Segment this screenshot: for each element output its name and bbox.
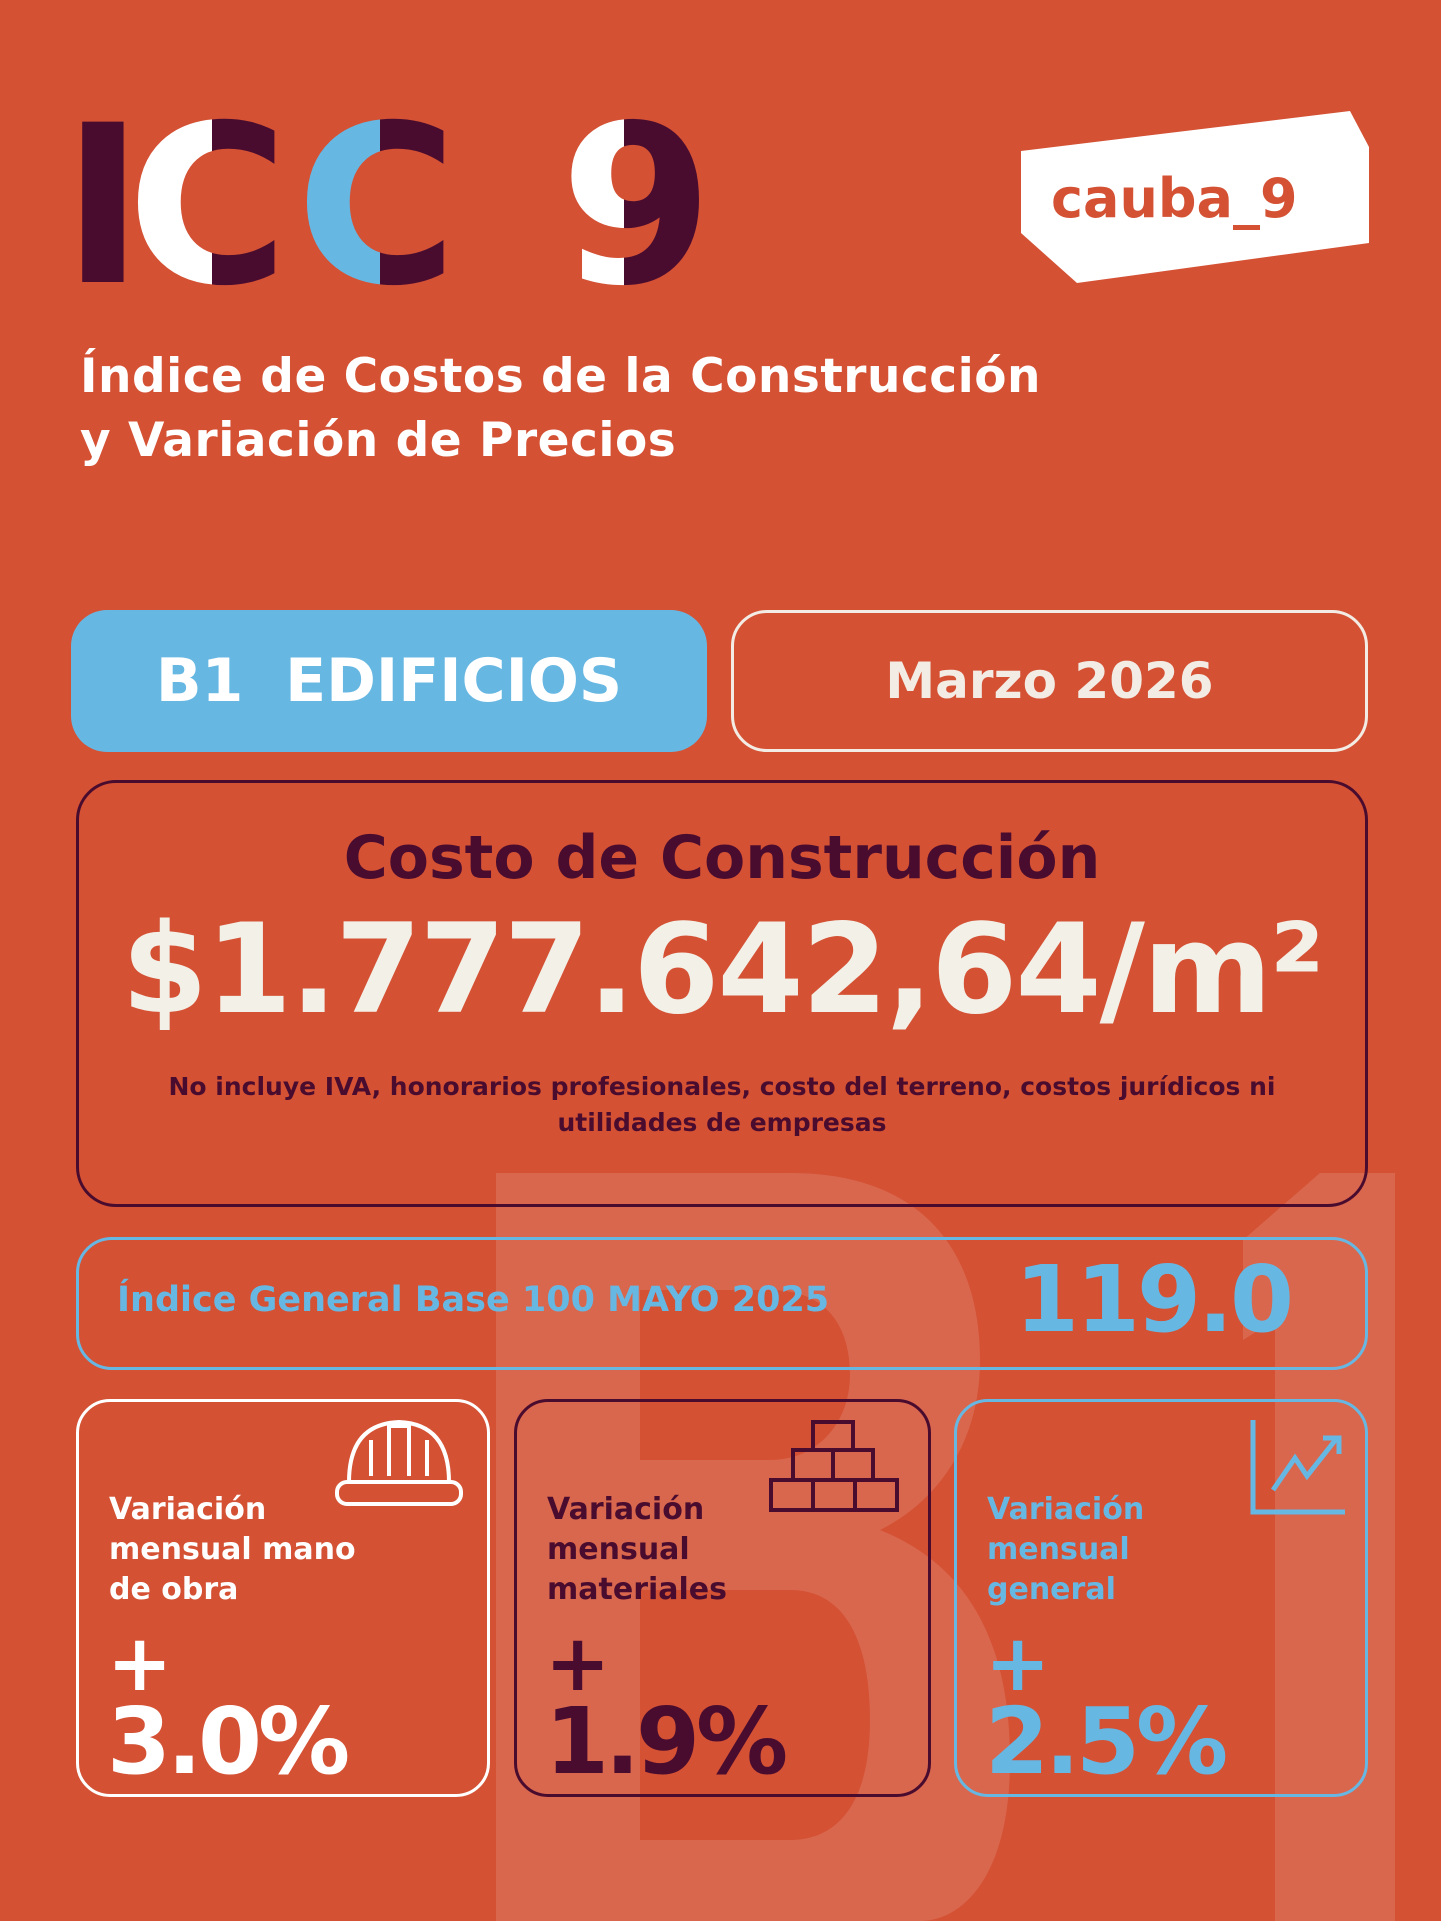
cauba9-logo-text: cauba_9 bbox=[1051, 167, 1298, 230]
icc9-logo-text: ICC_9 bbox=[62, 78, 713, 300]
index-label: Índice General Base 100 MAYO 2025 bbox=[117, 1280, 830, 1320]
card-label: Variación mensual materiales bbox=[547, 1492, 727, 1607]
period-label: Marzo 2026 bbox=[885, 652, 1214, 710]
cost-panel: Costo de Construcción $1.777.642,64/m² N… bbox=[76, 780, 1368, 1207]
trend-chart-icon bbox=[1250, 1420, 1345, 1515]
cauba9-logo: cauba_9 bbox=[1021, 111, 1369, 283]
card-sign: + bbox=[985, 1619, 1051, 1709]
watermark-digit-1 bbox=[1243, 1173, 1395, 1921]
card-sign: + bbox=[107, 1619, 173, 1709]
cost-note: No incluye IVA, honorarios profesionales… bbox=[168, 1072, 1276, 1137]
card-materials-variation: Variación mensual materiales + 1.9% bbox=[514, 1399, 931, 1797]
watermark-letter-b bbox=[496, 1173, 1010, 1921]
card-general-variation: Variación mensual general + 2.5% bbox=[954, 1399, 1368, 1797]
category-badge: B1 EDIFICIOS bbox=[71, 610, 707, 752]
bricks-icon bbox=[769, 1420, 899, 1512]
icc9-logo: ICC_9 bbox=[62, 78, 713, 300]
period-badge: Marzo 2026 bbox=[731, 610, 1368, 752]
subtitle: Índice de Costos de la Construcción y Va… bbox=[80, 345, 1041, 473]
index-panel: Índice General Base 100 MAYO 2025 119.0 bbox=[76, 1237, 1368, 1370]
category-label: B1 EDIFICIOS bbox=[155, 646, 623, 716]
cost-title: Costo de Construcción bbox=[343, 823, 1101, 893]
cost-value: $1.777.642,64/m² bbox=[121, 898, 1325, 1042]
card-value: 2.5% bbox=[985, 1688, 1228, 1795]
subtitle-line-1: Índice de Costos de la Construcción bbox=[80, 349, 1042, 404]
card-value: 1.9% bbox=[545, 1688, 788, 1795]
card-labor-variation: Variación mensual mano de obra + 3.0% bbox=[76, 1399, 490, 1797]
card-sign: + bbox=[545, 1619, 611, 1709]
card-label: Variación mensual general bbox=[987, 1492, 1145, 1607]
hard-hat-icon bbox=[335, 1419, 463, 1506]
index-value: 119.0 bbox=[1015, 1246, 1294, 1353]
card-label: Variación mensual mano de obra bbox=[109, 1492, 356, 1607]
subtitle-line-2: y Variación de Precios bbox=[80, 413, 677, 468]
card-value: 3.0% bbox=[107, 1688, 350, 1795]
